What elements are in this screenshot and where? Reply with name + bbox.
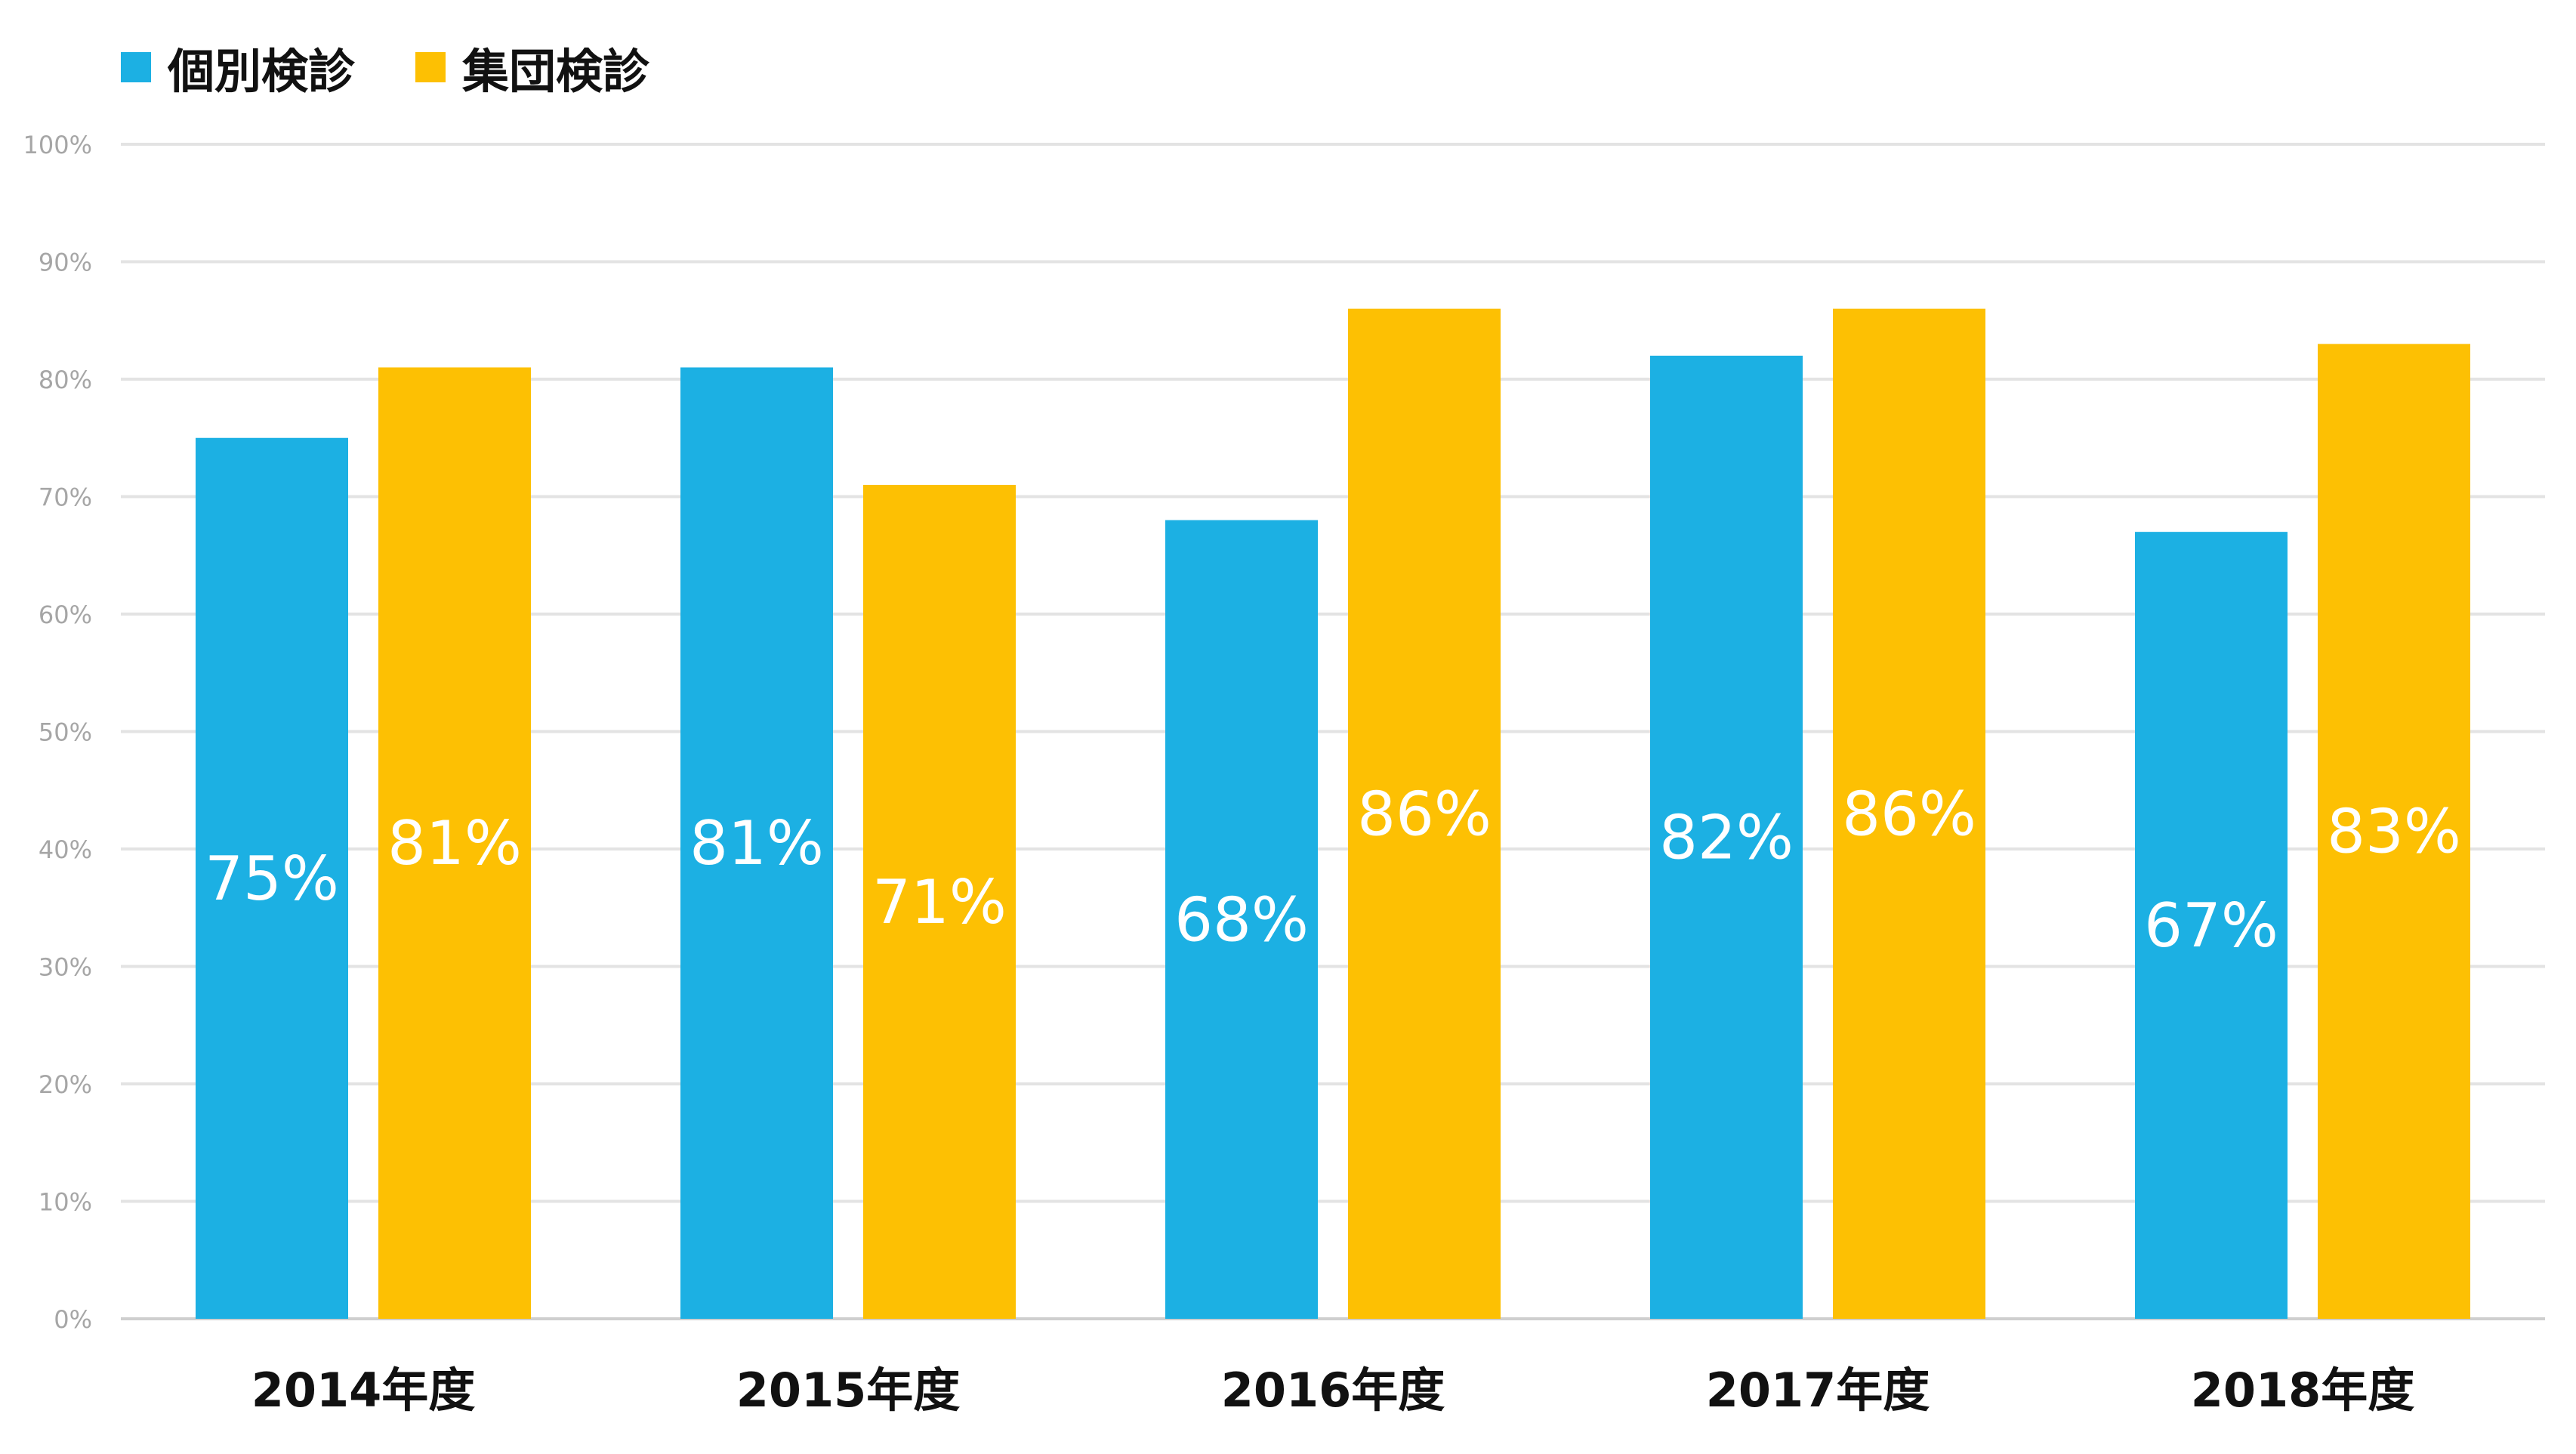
y-tick-label-60: 60% bbox=[39, 600, 92, 629]
x-tick-label-4: 2018年度 bbox=[2191, 1363, 2415, 1418]
legend-label-individual: 個別検診 bbox=[168, 44, 356, 99]
y-tick-label-40: 40% bbox=[39, 835, 92, 864]
data-label-individual-3: 82% bbox=[1659, 802, 1794, 872]
legend-item-group: 集団検診 bbox=[415, 33, 649, 101]
bar-individual-3 bbox=[1650, 355, 1803, 1319]
x-tick-label-2: 2016年度 bbox=[1221, 1363, 1445, 1418]
bar-group-0 bbox=[378, 367, 531, 1320]
legend-swatch-individual bbox=[121, 52, 151, 82]
bar-individual-4 bbox=[2135, 532, 2288, 1319]
bar-group-4 bbox=[2318, 344, 2470, 1320]
y-tick-label-50: 50% bbox=[39, 718, 92, 747]
y-tick-label-0: 0% bbox=[54, 1305, 92, 1334]
x-tick-label-1: 2015年度 bbox=[736, 1363, 961, 1418]
bar-group-2 bbox=[1348, 308, 1501, 1320]
y-tick-label-10: 10% bbox=[39, 1188, 92, 1217]
data-label-group-0: 81% bbox=[387, 808, 522, 878]
bar-individual-2 bbox=[1165, 520, 1318, 1319]
y-tick-label-30: 30% bbox=[39, 953, 92, 982]
y-tick-label-20: 20% bbox=[39, 1070, 92, 1099]
bar-individual-1 bbox=[680, 367, 833, 1320]
y-tick-label-100: 100% bbox=[23, 131, 92, 159]
data-label-group-3: 86% bbox=[1842, 779, 1976, 849]
x-tick-label-3: 2017年度 bbox=[1706, 1363, 1930, 1418]
data-label-group-1: 71% bbox=[872, 867, 1007, 937]
data-label-individual-2: 68% bbox=[1174, 884, 1309, 955]
bar-individual-0 bbox=[196, 437, 348, 1319]
y-tick-label-90: 90% bbox=[39, 249, 92, 277]
legend-item-individual: 個別検診 bbox=[121, 33, 355, 101]
chart-legend: 個別検診 集団検診 bbox=[121, 33, 710, 101]
data-label-group-2: 86% bbox=[1357, 779, 1492, 849]
bar-group-1 bbox=[863, 484, 1016, 1320]
x-tick-label-0: 2014年度 bbox=[251, 1363, 476, 1418]
data-label-individual-4: 67% bbox=[2144, 891, 2278, 961]
y-tick-label-80: 80% bbox=[39, 366, 92, 394]
bar-group-3 bbox=[1833, 308, 1985, 1320]
y-tick-label-70: 70% bbox=[39, 483, 92, 512]
legend-swatch-group bbox=[415, 52, 446, 82]
data-label-individual-0: 75% bbox=[205, 844, 339, 914]
data-label-group-4: 83% bbox=[2327, 797, 2461, 867]
legend-label-group: 集団検診 bbox=[462, 44, 650, 99]
data-label-individual-1: 81% bbox=[690, 808, 824, 878]
